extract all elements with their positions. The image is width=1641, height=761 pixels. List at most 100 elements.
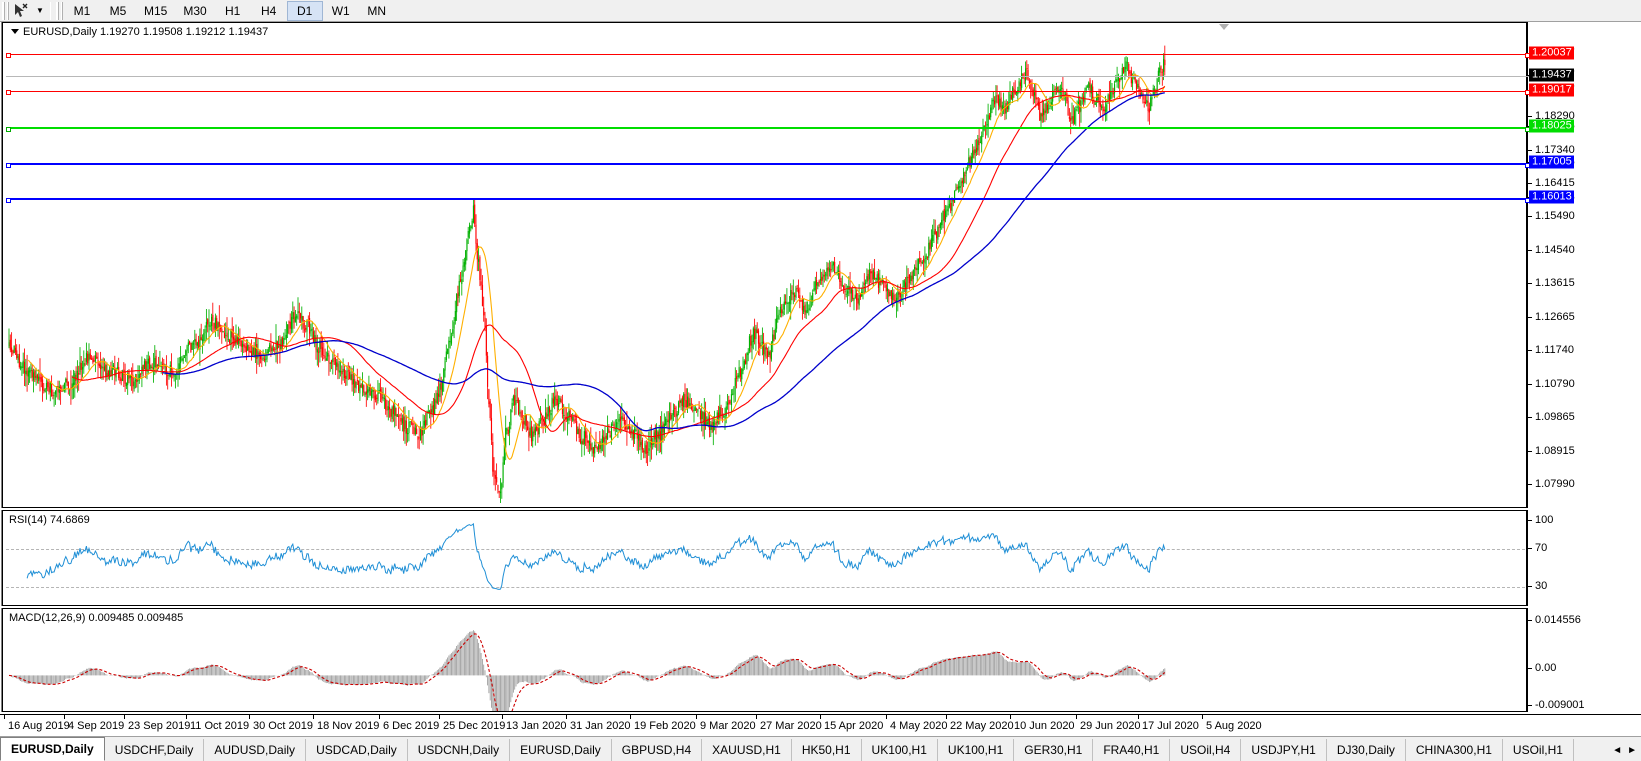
price-plot-area[interactable]: EURUSD,Daily 1.19270 1.19508 1.19212 1.1… bbox=[2, 22, 1530, 508]
chart-tab-10[interactable]: UK100,H1 bbox=[938, 739, 1015, 761]
pane-divider-2[interactable] bbox=[0, 606, 1641, 608]
tab-scroll-right-icon[interactable]: ► bbox=[1627, 744, 1637, 756]
toolbar-grip[interactable] bbox=[2, 1, 10, 20]
macd-tick: 0.014556 bbox=[1528, 614, 1581, 626]
chart-tab-1[interactable]: USDCHF,Daily bbox=[105, 739, 205, 761]
line-handle-left[interactable] bbox=[6, 53, 11, 58]
horizontal-level-line-1.18025[interactable] bbox=[6, 127, 1530, 132]
horizontal-level-line-1.19017[interactable] bbox=[6, 90, 1530, 95]
rsi-tick: 70 bbox=[1528, 542, 1547, 554]
timeframe-button-m5[interactable]: M5 bbox=[109, 3, 127, 18]
chart-shift-marker-icon[interactable] bbox=[1219, 24, 1229, 30]
rsi-pane[interactable]: RSI(14) 74.6869 100 70 30 bbox=[0, 510, 1641, 606]
rsi-pane-grip[interactable] bbox=[0, 510, 2, 606]
rsi-level-30 bbox=[6, 587, 1530, 588]
timeframe-button-h4[interactable]: H4 bbox=[261, 3, 277, 18]
price-tick: 1.13615 bbox=[1528, 277, 1575, 289]
date-tick: 13 Jan 2020 bbox=[502, 715, 567, 732]
macd-histogram-series bbox=[8, 630, 1166, 711]
horizontal-level-line-1.20037[interactable] bbox=[6, 53, 1530, 58]
current-price-line bbox=[6, 76, 1530, 77]
horizontal-level-line-1.16013[interactable] bbox=[6, 198, 1530, 203]
date-tick: 16 Aug 2019 bbox=[4, 715, 70, 732]
chart-tab-list: EURUSD,Daily USDCHF,Daily AUDUSD,Daily USDC… bbox=[0, 737, 1574, 761]
macd-tick: -0.009001 bbox=[1528, 699, 1585, 711]
tab-scroll-left-icon[interactable]: ◄ bbox=[1612, 744, 1623, 756]
candlestick-series bbox=[8, 45, 1166, 503]
chart-tab-11[interactable]: GER30,H1 bbox=[1014, 739, 1094, 761]
price-pane[interactable]: EURUSD,Daily 1.19270 1.19508 1.19212 1.1… bbox=[0, 22, 1641, 524]
macd-tick: 0.00 bbox=[1528, 662, 1556, 674]
chevron-down-icon[interactable]: ▼ bbox=[36, 6, 44, 15]
time-scale[interactable]: 16 Aug 2019 4 Sep 2019 23 Sep 2019 11 Oct 2… bbox=[0, 714, 1641, 736]
chart-tab-12[interactable]: FRA40,H1 bbox=[1093, 739, 1171, 761]
horizontal-level-line-1.17005[interactable] bbox=[6, 163, 1530, 168]
chart-tab-16[interactable]: CHINA300,H1 bbox=[1406, 739, 1503, 761]
date-tick: 27 Mar 2020 bbox=[756, 715, 822, 732]
price-tick: 1.10790 bbox=[1528, 378, 1575, 390]
price-tick: 1.16415 bbox=[1528, 177, 1575, 189]
chart-tab-6[interactable]: GBPUSD,H4 bbox=[612, 739, 703, 761]
price-level-tag[interactable]: 1.17005 bbox=[1529, 155, 1574, 169]
chart-tab-15[interactable]: DJ30,Daily bbox=[1327, 739, 1406, 761]
chart-tab-17[interactable]: USOil,H1 bbox=[1503, 739, 1574, 761]
chart-tab-14[interactable]: USDJPY,H1 bbox=[1241, 739, 1327, 761]
chart-tab-3[interactable]: USDCAD,Daily bbox=[306, 739, 408, 761]
macd-pane[interactable]: MACD(12,26,9) 0.009485 0.009485 0.014556… bbox=[0, 608, 1641, 712]
line-handle-left[interactable] bbox=[6, 163, 11, 168]
chart-tab-9[interactable]: UK100,H1 bbox=[862, 739, 938, 761]
date-tick: 29 Jun 2020 bbox=[1076, 715, 1141, 732]
chart-menu-caret-icon[interactable] bbox=[11, 29, 19, 34]
chart-title: EURUSD,Daily 1.19270 1.19508 1.19212 1.1… bbox=[23, 26, 269, 38]
date-tick: 6 Dec 2019 bbox=[378, 715, 440, 732]
chart-tab-7[interactable]: XAUUSD,H1 bbox=[702, 739, 792, 761]
cursor-crosshair-icon[interactable] bbox=[11, 1, 33, 21]
pane-divider-1[interactable] bbox=[0, 508, 1641, 510]
pane-grip[interactable] bbox=[0, 22, 2, 508]
date-tick: 25 Dec 2019 bbox=[438, 715, 506, 732]
rsi-scale[interactable]: 100 70 30 bbox=[1527, 510, 1641, 606]
chart-tab-13[interactable]: USOil,H4 bbox=[1170, 739, 1242, 761]
timeframe-button-m1[interactable]: M1 bbox=[73, 3, 91, 18]
timeframe-grip[interactable] bbox=[56, 1, 64, 20]
price-level-tag[interactable]: 1.18025 bbox=[1529, 119, 1574, 133]
rsi-plot-area[interactable]: RSI(14) 74.6869 bbox=[2, 510, 1530, 606]
macd-scale[interactable]: 0.014556 0.00 -0.009001 bbox=[1527, 608, 1641, 712]
chart-tab-bar: EURUSD,Daily USDCHF,Daily AUDUSD,Daily USDC… bbox=[0, 736, 1641, 761]
chart-tab-0[interactable]: EURUSD,Daily bbox=[0, 737, 105, 761]
timeframe-button-d1[interactable]: D1 bbox=[286, 0, 323, 21]
chart-workspace: EURUSD,Daily 1.19270 1.19508 1.19212 1.1… bbox=[0, 22, 1641, 736]
current-price-tag[interactable]: 1.19437 bbox=[1529, 68, 1574, 82]
date-tick: 4 Sep 2019 bbox=[63, 715, 125, 732]
tab-scroll-controls[interactable]: ◄ ► bbox=[1608, 739, 1641, 761]
timeframe-button-m15[interactable]: M15 bbox=[144, 3, 168, 18]
date-tick: 5 Aug 2020 bbox=[1202, 715, 1262, 732]
chart-tab-5[interactable]: EURUSD,Daily bbox=[510, 739, 612, 761]
price-level-tag[interactable]: 1.19017 bbox=[1529, 83, 1574, 97]
date-tick: 30 Oct 2019 bbox=[249, 715, 313, 732]
timeframe-group: M1 M5 M15 M30 H1 H4 D1 W1 MN bbox=[64, 0, 395, 21]
macd-label: MACD(12,26,9) 0.009485 0.009485 bbox=[9, 612, 184, 624]
chart-tab-8[interactable]: HK50,H1 bbox=[792, 739, 862, 761]
timeframe-button-mn[interactable]: MN bbox=[367, 3, 387, 18]
timeframe-button-m30[interactable]: M30 bbox=[183, 3, 207, 18]
chart-tab-2[interactable]: AUDUSD,Daily bbox=[204, 739, 307, 761]
timeframe-button-h1[interactable]: H1 bbox=[225, 3, 241, 18]
price-tick: 1.09865 bbox=[1528, 411, 1575, 423]
price-level-tag[interactable]: 1.20037 bbox=[1529, 46, 1574, 60]
line-handle-left[interactable] bbox=[6, 127, 11, 132]
price-tick: 1.14540 bbox=[1528, 244, 1575, 256]
line-handle-left[interactable] bbox=[6, 198, 11, 203]
macd-plot-area[interactable]: MACD(12,26,9) 0.009485 0.009485 bbox=[2, 608, 1527, 712]
timeframe-button-w1[interactable]: W1 bbox=[331, 3, 350, 18]
date-tick: 23 Sep 2019 bbox=[123, 715, 191, 732]
price-tick: 1.11740 bbox=[1528, 344, 1574, 356]
main-toolbar: ▼ M1 M5 M15 M30 H1 H4 D1 W1 MN bbox=[0, 0, 1641, 22]
rsi-tick: 30 bbox=[1528, 580, 1547, 592]
chart-tab-4[interactable]: USDCNH,Daily bbox=[408, 739, 511, 761]
macd-pane-grip[interactable] bbox=[0, 608, 2, 712]
line-handle-left[interactable] bbox=[6, 90, 11, 95]
price-tick: 1.18290 bbox=[1528, 110, 1575, 122]
price-level-tag[interactable]: 1.16013 bbox=[1529, 190, 1574, 204]
